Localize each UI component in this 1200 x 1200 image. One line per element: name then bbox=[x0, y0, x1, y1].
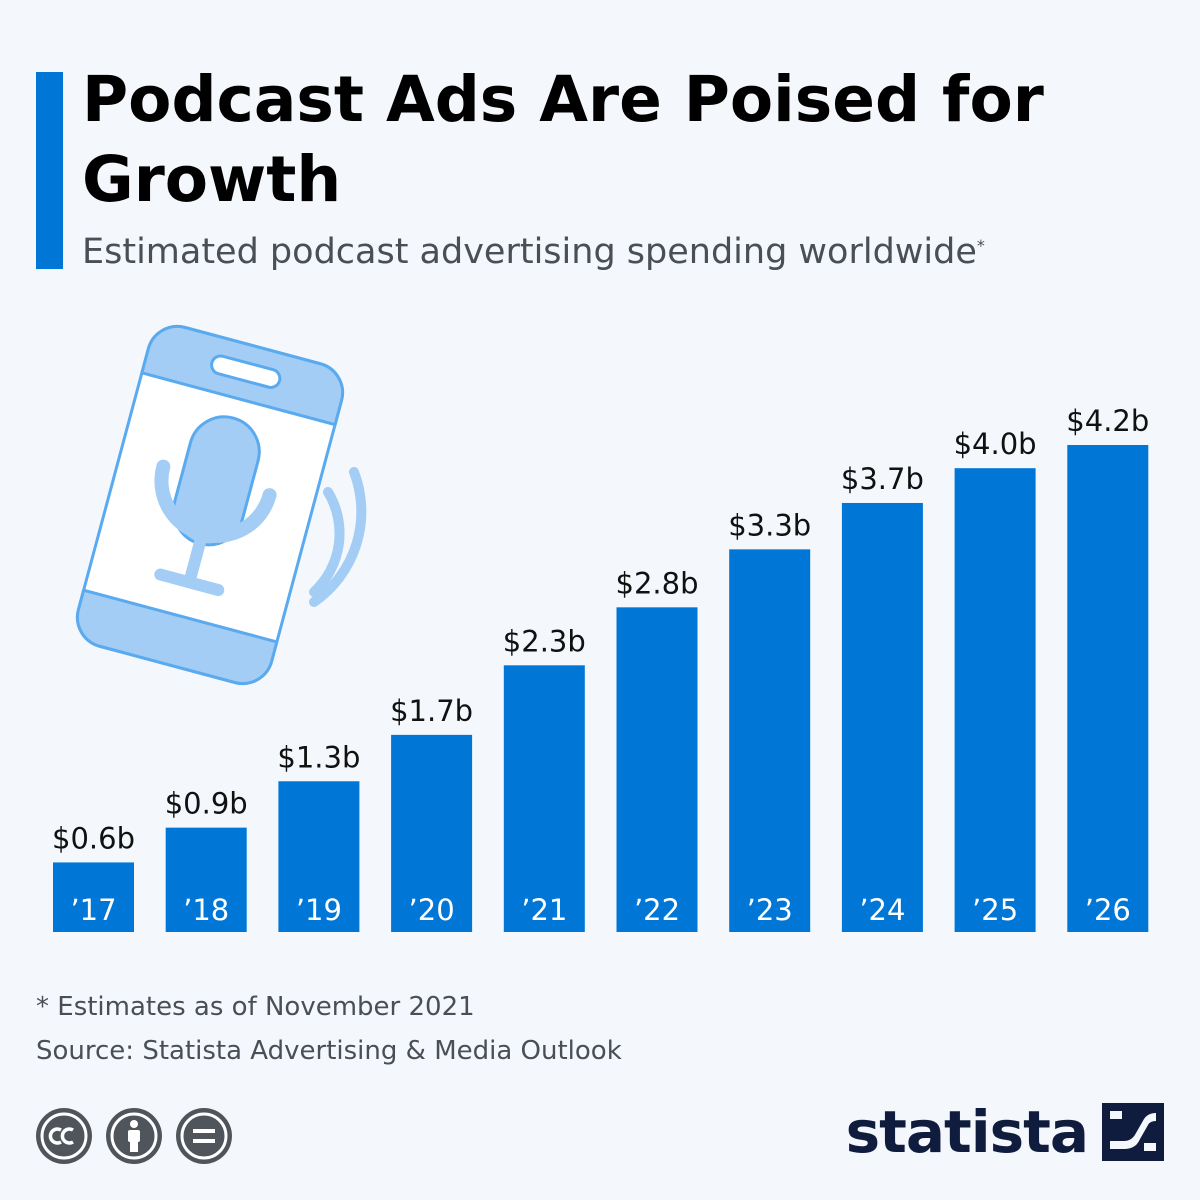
category-label-7: ’24 bbox=[859, 893, 905, 927]
bar-0 bbox=[53, 862, 134, 932]
bar-6 bbox=[729, 549, 810, 932]
bar-9 bbox=[1067, 445, 1148, 932]
value-label-5: $2.8b bbox=[616, 566, 699, 600]
bar-5 bbox=[617, 607, 698, 932]
subtitle-footnote-marker: * bbox=[977, 236, 985, 255]
no-derivatives-icon[interactable] bbox=[176, 1108, 232, 1164]
smartphone-microphone-icon bbox=[70, 320, 390, 690]
source-note: Source: Statista Advertising & Media Out… bbox=[36, 1036, 622, 1066]
title-accent-bar bbox=[36, 72, 63, 269]
page-subtitle: Estimated podcast advertising spending w… bbox=[82, 232, 985, 272]
value-label-8: $4.0b bbox=[954, 427, 1037, 461]
value-label-6: $3.3b bbox=[728, 508, 811, 542]
bar-2 bbox=[278, 781, 359, 932]
statista-brand: statista bbox=[846, 1098, 1164, 1166]
value-label-4: $2.3b bbox=[503, 624, 586, 658]
bar-8 bbox=[955, 468, 1036, 932]
category-label-5: ’22 bbox=[634, 893, 680, 927]
subtitle-text: Estimated podcast advertising spending w… bbox=[82, 232, 977, 272]
category-label-0: ’17 bbox=[70, 893, 116, 927]
category-label-4: ’21 bbox=[521, 893, 567, 927]
category-label-2: ’19 bbox=[296, 893, 342, 927]
value-label-0: $0.6b bbox=[52, 821, 135, 855]
category-label-1: ’18 bbox=[183, 893, 229, 927]
category-label-8: ’25 bbox=[972, 893, 1018, 927]
category-label-6: ’23 bbox=[747, 893, 793, 927]
category-label-9: ’26 bbox=[1085, 893, 1131, 927]
attribution-icon[interactable] bbox=[106, 1108, 162, 1164]
statista-logo-icon bbox=[1102, 1103, 1164, 1161]
license-icons bbox=[36, 1108, 232, 1164]
footnote: * Estimates as of November 2021 bbox=[36, 992, 475, 1022]
brand-name: statista bbox=[846, 1098, 1088, 1166]
bar-3 bbox=[391, 735, 472, 932]
value-label-9: $4.2b bbox=[1066, 404, 1149, 438]
bar-4 bbox=[504, 665, 585, 932]
value-label-2: $1.3b bbox=[277, 740, 360, 774]
value-label-7: $3.7b bbox=[841, 462, 924, 496]
bar-7 bbox=[842, 503, 923, 932]
value-label-1: $0.9b bbox=[165, 787, 248, 821]
value-label-3: $1.7b bbox=[390, 694, 473, 728]
category-label-3: ’20 bbox=[409, 893, 455, 927]
page-title: Podcast Ads Are Poised for Growth bbox=[82, 60, 1082, 220]
bar-1 bbox=[166, 828, 247, 932]
creative-commons-icon[interactable] bbox=[36, 1108, 92, 1164]
